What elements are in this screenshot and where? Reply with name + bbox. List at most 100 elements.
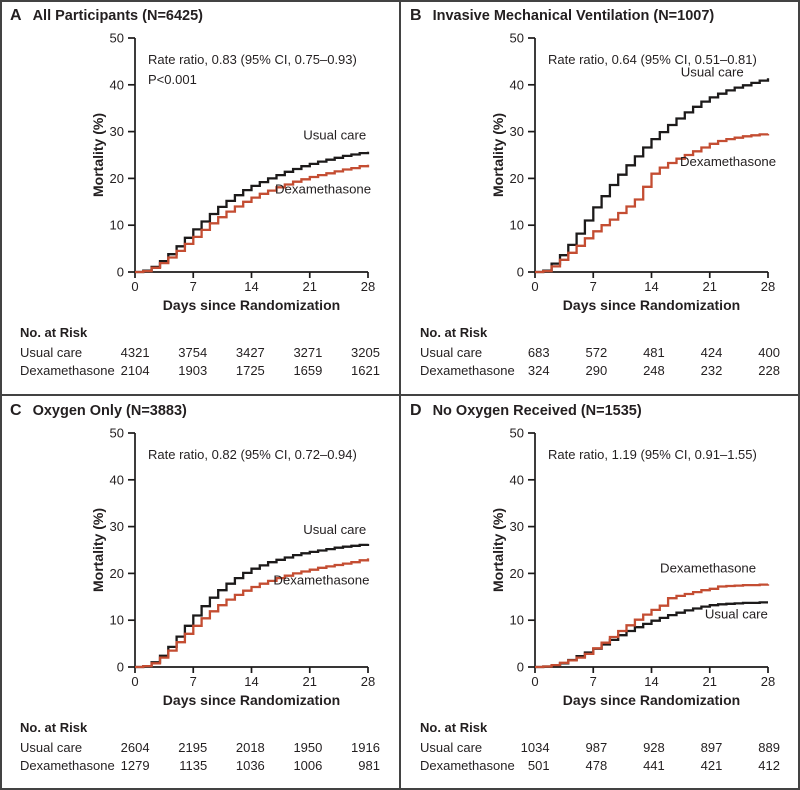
panel-letter: D [410,402,422,419]
risk-row-usual-care: Usual care 1034 987 928 897 889 [400,740,796,758]
rate-ratio-annotation: Rate ratio, 1.19 (95% CI, 0.91–1.55) [548,447,757,462]
risk-value: 1916 [351,740,380,755]
x-axis-label: Days since Randomization [562,692,741,708]
km-chart: 0 10 20 30 40 50 0 7 14 21 28 Mortality (%) Rate rat… [90,31,375,295]
risk-value: 248 [643,363,665,378]
risk-value: 1659 [293,363,323,378]
x-axis-label: Days since Randomization [562,297,741,313]
panel-b: B Invasive Mechanical Ventilation (N=100… [400,0,800,395]
risk-row-values: 501 478 441 421 412 [492,758,780,773]
panel-letter: A [10,7,22,24]
y-tick-label: 20 [110,171,124,186]
y-tick-label: 30 [510,519,524,534]
x-tick-label: 14 [244,674,258,689]
risk-value: 3427 [235,345,265,360]
x-tick-label: 21 [703,674,717,689]
risk-value: 897 [700,740,723,755]
dexamethasone-curve-label: Dexamethasone [273,573,369,588]
y-tick-label: 10 [110,613,124,628]
usual-care-curve [135,543,370,669]
risk-table-header: No. at Risk [20,325,88,340]
y-tick-label: 40 [510,472,524,487]
risk-value: 572 [585,345,608,360]
risk-table-header: No. at Risk [420,720,488,735]
risk-value: 441 [643,758,665,773]
rate-ratio-annotation: Rate ratio, 0.83 (95% CI, 0.75–0.93) [148,52,357,67]
panel-title: Oxygen Only (N=3883) [32,403,187,419]
x-tick-label: 21 [303,674,317,689]
risk-row-label: Usual care [20,345,83,360]
risk-value: 928 [643,740,665,755]
dexamethasone-curve [535,583,770,669]
y-tick-label: 10 [110,218,124,233]
x-tick-label: 7 [190,279,197,294]
risk-value: 2604 [120,740,150,755]
risk-value: 981 [358,758,380,773]
risk-row-values: 683 572 481 424 400 [492,345,780,360]
x-axis-label: Days since Randomization [162,297,341,313]
y-tick-label: 0 [117,660,124,675]
risk-value: 3271 [293,345,323,360]
y-tick-label: 40 [110,77,124,92]
rate-ratio-annotation: Rate ratio, 0.64 (95% CI, 0.51–0.81) [548,52,757,67]
usual-care-curve-label: Usual care [303,522,366,537]
risk-value: 421 [700,758,723,773]
risk-row-dexamethasone: Dexamethasone 1279 1135 1036 1006 981 [0,758,396,776]
x-tick-label: 0 [531,279,538,294]
risk-table-header: No. at Risk [20,720,88,735]
risk-row-values: 324 290 248 232 228 [492,363,780,378]
dexamethasone-curve-label: Dexamethasone [660,560,756,575]
risk-value: 889 [758,740,780,755]
y-tick-label: 30 [110,124,124,139]
x-tick-label: 7 [590,279,597,294]
risk-row-usual-care: Usual care 683 572 481 424 400 [400,345,796,363]
usual-care-curve [135,151,370,274]
risk-row-dexamethasone: Dexamethasone 2104 1903 1725 1659 1621 [0,363,396,381]
x-tick-label: 28 [361,674,375,689]
risk-value: 1036 [235,758,265,773]
panel-divider-horizontal [0,394,800,396]
risk-value: 1279 [120,758,150,773]
risk-value: 232 [700,363,723,378]
y-tick-label: 50 [510,31,524,46]
risk-row-dexamethasone: Dexamethasone 501 478 441 421 412 [400,758,796,776]
risk-row-values: 2604 2195 2018 1950 1916 [92,740,380,755]
x-tick-label: 28 [761,674,775,689]
risk-row-values: 2104 1903 1725 1659 1621 [92,363,380,378]
dexamethasone-curve [135,164,370,274]
x-tick-label: 14 [244,279,258,294]
panel-letter: C [10,402,22,419]
risk-value: 501 [527,758,550,773]
y-tick-label: 30 [510,124,524,139]
risk-value: 683 [527,345,550,360]
y-tick-label: 20 [510,566,524,581]
risk-row-label: Usual care [420,740,483,755]
risk-value: 478 [585,758,608,773]
x-tick-label: 0 [531,674,538,689]
risk-value: 3205 [351,345,380,360]
risk-value: 2104 [120,363,150,378]
km-chart: 0 10 20 30 40 50 0 7 14 21 28 Mortality (%) Rate rat… [490,31,776,295]
panel-title: All Participants (N=6425) [32,8,204,24]
y-tick-label: 0 [117,265,124,280]
risk-row-label: Usual care [420,345,483,360]
risk-row-values: 1034 987 928 897 889 [492,740,780,755]
usual-care-curve-label: Usual care [681,64,744,79]
risk-value: 324 [527,363,550,378]
y-tick-label: 20 [110,566,124,581]
x-tick-label: 0 [131,279,138,294]
dexamethasone-curve-label: Dexamethasone [680,154,776,169]
panel-title-row: B Invasive Mechanical Ventilation (N=100… [410,7,714,25]
y-axis-label: Mortality (%) [490,113,506,197]
panel-title-row: C Oxygen Only (N=3883) [10,402,187,420]
y-tick-label: 40 [510,77,524,92]
axes [534,433,768,668]
y-tick-label: 20 [510,171,524,186]
risk-value: 1135 [179,758,208,773]
usual-care-curve-label: Usual care [705,606,768,621]
usual-care-curve-label: Usual care [303,128,366,143]
risk-row-label: Dexamethasone [20,363,115,378]
panel-title: Invasive Mechanical Ventilation (N=1007) [432,8,715,24]
risk-value: 424 [700,345,723,360]
